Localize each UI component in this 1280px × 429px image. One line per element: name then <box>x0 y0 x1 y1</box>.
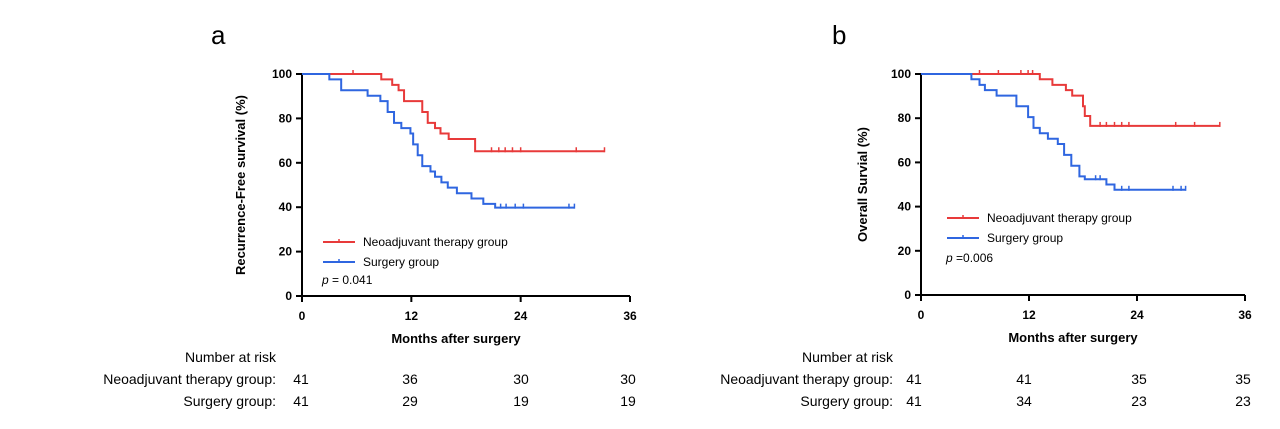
risk-count: 35 <box>1235 371 1251 387</box>
km-curve-surgery <box>302 73 575 209</box>
x-tick-label: 12 <box>1022 308 1036 322</box>
risk-count: 30 <box>620 371 636 387</box>
y-axis-title: Recurrence-Free survival (%) <box>233 95 248 275</box>
p-value-text: p = 0.041 <box>321 273 373 287</box>
risk-count: 35 <box>1131 371 1147 387</box>
risk-count: 34 <box>1016 393 1032 409</box>
risk-count: 23 <box>1131 393 1147 409</box>
x-axis-title: Months after surgery <box>1008 330 1138 345</box>
x-axis-title: Months after surgery <box>391 331 521 346</box>
x-tick-label: 12 <box>405 309 419 323</box>
risk-count: 41 <box>293 371 309 387</box>
x-tick-label: 24 <box>514 309 528 323</box>
km-curve-neoadjuvant <box>302 73 605 153</box>
risk-count: 30 <box>513 371 529 387</box>
legend-label-neoadjuvant: Neoadjuvant therapy group <box>987 211 1132 225</box>
y-tick-label: 60 <box>898 155 912 169</box>
y-tick-label: 80 <box>279 111 293 125</box>
legend-label-surgery: Surgery group <box>987 231 1063 245</box>
y-tick-label: 0 <box>285 289 292 303</box>
y-tick-label: 60 <box>279 156 293 170</box>
x-tick-label: 36 <box>1238 308 1252 322</box>
risk-row-label-surgery: Surgery group: <box>183 393 276 409</box>
legend-label-surgery: Surgery group <box>363 255 439 269</box>
panel-letter-a: a <box>211 20 226 50</box>
risk-count: 41 <box>293 393 309 409</box>
y-tick-label: 100 <box>272 67 292 81</box>
risk-table-header: Number at risk <box>185 349 277 365</box>
x-tick-label: 36 <box>623 309 637 323</box>
risk-count: 41 <box>906 393 922 409</box>
p-value-number: = 0.041 <box>329 273 373 287</box>
risk-row-label-neoadjuvant: Neoadjuvant therapy group: <box>720 371 893 387</box>
y-tick-label: 40 <box>279 200 293 214</box>
km-curve-surgery <box>921 73 1186 191</box>
risk-count: 29 <box>402 393 418 409</box>
x-tick-label: 24 <box>1130 308 1144 322</box>
km-curve-neoadjuvant <box>921 73 1220 127</box>
y-tick-label: 100 <box>891 67 911 81</box>
legend-label-neoadjuvant: Neoadjuvant therapy group <box>363 235 508 249</box>
risk-count: 23 <box>1235 393 1251 409</box>
x-tick-label: 0 <box>299 309 306 323</box>
risk-count: 41 <box>1016 371 1032 387</box>
risk-count: 36 <box>402 371 418 387</box>
y-axis-title: Overall Survial (%) <box>855 127 870 242</box>
panel-letter-b: b <box>832 20 846 50</box>
km-panel-a: a 0 20 40 60 80 100 0 12 24 36 Months after surgery… <box>103 20 637 409</box>
p-value-number: =0.006 <box>953 251 994 265</box>
y-tick-label: 20 <box>898 244 912 258</box>
y-tick-label: 20 <box>279 245 293 259</box>
risk-table-header: Number at risk <box>802 349 894 365</box>
y-tick-label: 0 <box>904 288 911 302</box>
risk-count: 41 <box>906 371 922 387</box>
y-tick-label: 40 <box>898 200 912 214</box>
risk-count: 19 <box>620 393 636 409</box>
x-tick-label: 0 <box>918 308 925 322</box>
y-tick-label: 80 <box>898 111 912 125</box>
risk-row-label-neoadjuvant: Neoadjuvant therapy group: <box>103 371 276 387</box>
p-value-symbol: p <box>945 251 953 265</box>
risk-count: 19 <box>513 393 529 409</box>
risk-row-label-surgery: Surgery group: <box>800 393 893 409</box>
p-value-text: p =0.006 <box>945 251 993 265</box>
km-panel-b: b 0 20 40 60 80 100 0 12 24 36 Months after surgery… <box>720 20 1252 409</box>
p-value-symbol: p <box>321 273 329 287</box>
